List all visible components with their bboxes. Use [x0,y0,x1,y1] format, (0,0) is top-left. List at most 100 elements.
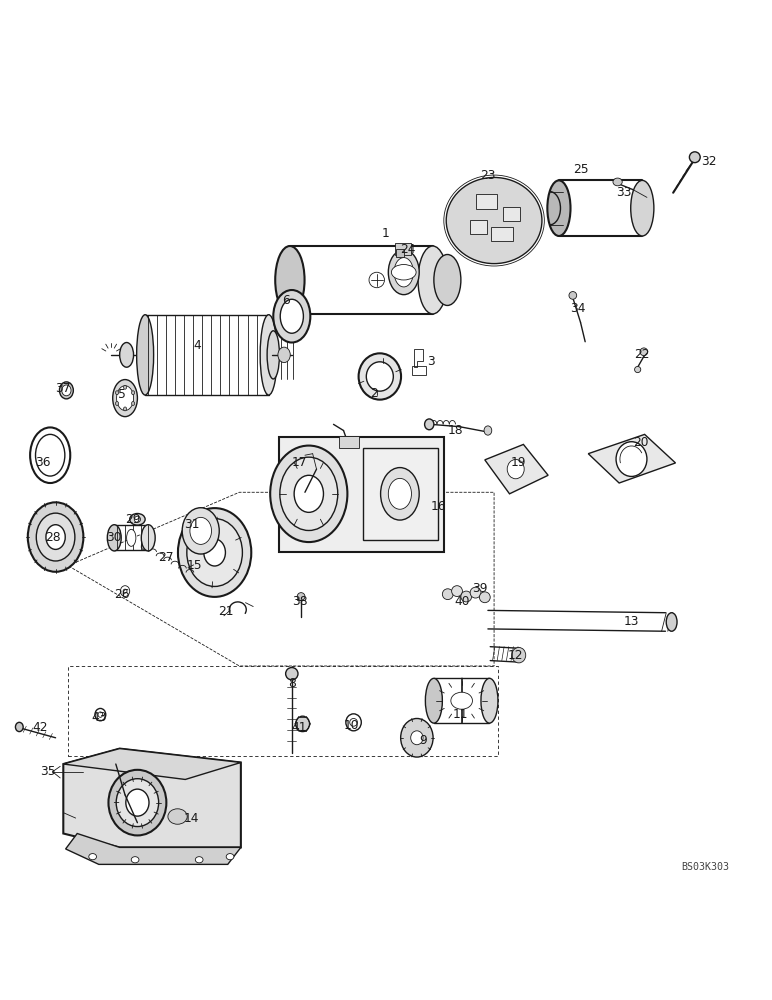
Ellipse shape [116,779,158,827]
Ellipse shape [294,475,323,512]
Text: 25: 25 [573,163,588,176]
Ellipse shape [131,391,134,395]
Ellipse shape [286,668,298,680]
Ellipse shape [117,386,134,410]
Text: 42: 42 [32,721,48,734]
Ellipse shape [442,589,453,600]
Ellipse shape [134,516,141,522]
Bar [396,249,404,257]
Text: 26: 26 [114,588,130,601]
Bar [491,227,513,241]
Ellipse shape [394,258,414,287]
Ellipse shape [388,250,419,295]
Ellipse shape [46,525,65,549]
Ellipse shape [631,180,654,236]
Ellipse shape [479,592,490,603]
Text: 33: 33 [616,186,631,199]
Ellipse shape [484,426,492,435]
Bar [395,243,411,255]
Text: 34: 34 [570,302,585,315]
Ellipse shape [425,419,434,430]
Ellipse shape [451,692,472,709]
Ellipse shape [278,347,290,363]
Ellipse shape [452,586,462,596]
Text: 24: 24 [400,243,415,256]
Ellipse shape [36,513,75,561]
Polygon shape [588,434,676,483]
Bar [476,194,497,209]
Ellipse shape [640,348,648,356]
Ellipse shape [273,290,310,343]
Text: 38: 38 [292,595,307,608]
Bar [310,454,323,466]
Ellipse shape [120,343,134,367]
Text: 11: 11 [453,708,469,721]
Text: 6: 6 [282,294,290,307]
Text: 27: 27 [158,551,174,564]
Ellipse shape [168,809,187,824]
Ellipse shape [666,613,677,631]
Ellipse shape [204,539,225,566]
Ellipse shape [547,180,571,236]
Text: 1: 1 [382,227,390,240]
Text: 9: 9 [419,734,427,747]
Polygon shape [363,448,438,540]
Ellipse shape [358,353,401,400]
Ellipse shape [108,770,166,835]
Polygon shape [279,437,444,552]
Ellipse shape [507,459,524,479]
Ellipse shape [569,292,577,299]
Ellipse shape [131,857,139,863]
Ellipse shape [276,246,305,314]
Ellipse shape [226,854,234,860]
Ellipse shape [182,508,219,554]
Ellipse shape [369,272,384,288]
Ellipse shape [425,678,442,723]
Polygon shape [66,834,241,864]
Ellipse shape [418,246,448,314]
Ellipse shape [28,502,83,572]
Ellipse shape [89,854,96,860]
Ellipse shape [635,366,641,373]
Polygon shape [63,749,241,847]
Ellipse shape [401,718,433,757]
Text: 10: 10 [344,719,359,732]
Ellipse shape [391,265,416,280]
Text: 35: 35 [40,765,56,778]
Ellipse shape [187,519,242,586]
Bar [290,448,305,459]
Text: 18: 18 [448,424,463,437]
Ellipse shape [297,593,305,600]
Polygon shape [63,749,241,779]
Text: 36: 36 [35,456,50,469]
Text: 40: 40 [454,595,469,608]
Bar [412,366,426,375]
Text: 32: 32 [701,155,716,168]
Text: 43: 43 [91,711,107,724]
Ellipse shape [267,331,279,379]
Ellipse shape [126,789,149,816]
Text: 29: 29 [125,513,141,526]
Bar [424,496,441,507]
Ellipse shape [616,442,647,476]
Ellipse shape [62,385,71,396]
Ellipse shape [512,647,526,663]
Text: 30: 30 [107,531,122,544]
Ellipse shape [366,362,393,391]
Ellipse shape [178,508,251,597]
Ellipse shape [137,315,154,395]
Bar [339,436,358,448]
Ellipse shape [470,587,481,598]
Ellipse shape [116,402,119,405]
Ellipse shape [15,722,23,732]
Text: 15: 15 [187,559,202,572]
Text: 37: 37 [56,382,71,395]
Ellipse shape [59,382,73,399]
Text: 22: 22 [635,348,650,361]
Text: 5: 5 [118,388,126,401]
Text: 39: 39 [472,582,488,595]
Ellipse shape [260,315,277,395]
Polygon shape [485,444,548,494]
Ellipse shape [107,525,121,551]
Ellipse shape [481,678,498,723]
